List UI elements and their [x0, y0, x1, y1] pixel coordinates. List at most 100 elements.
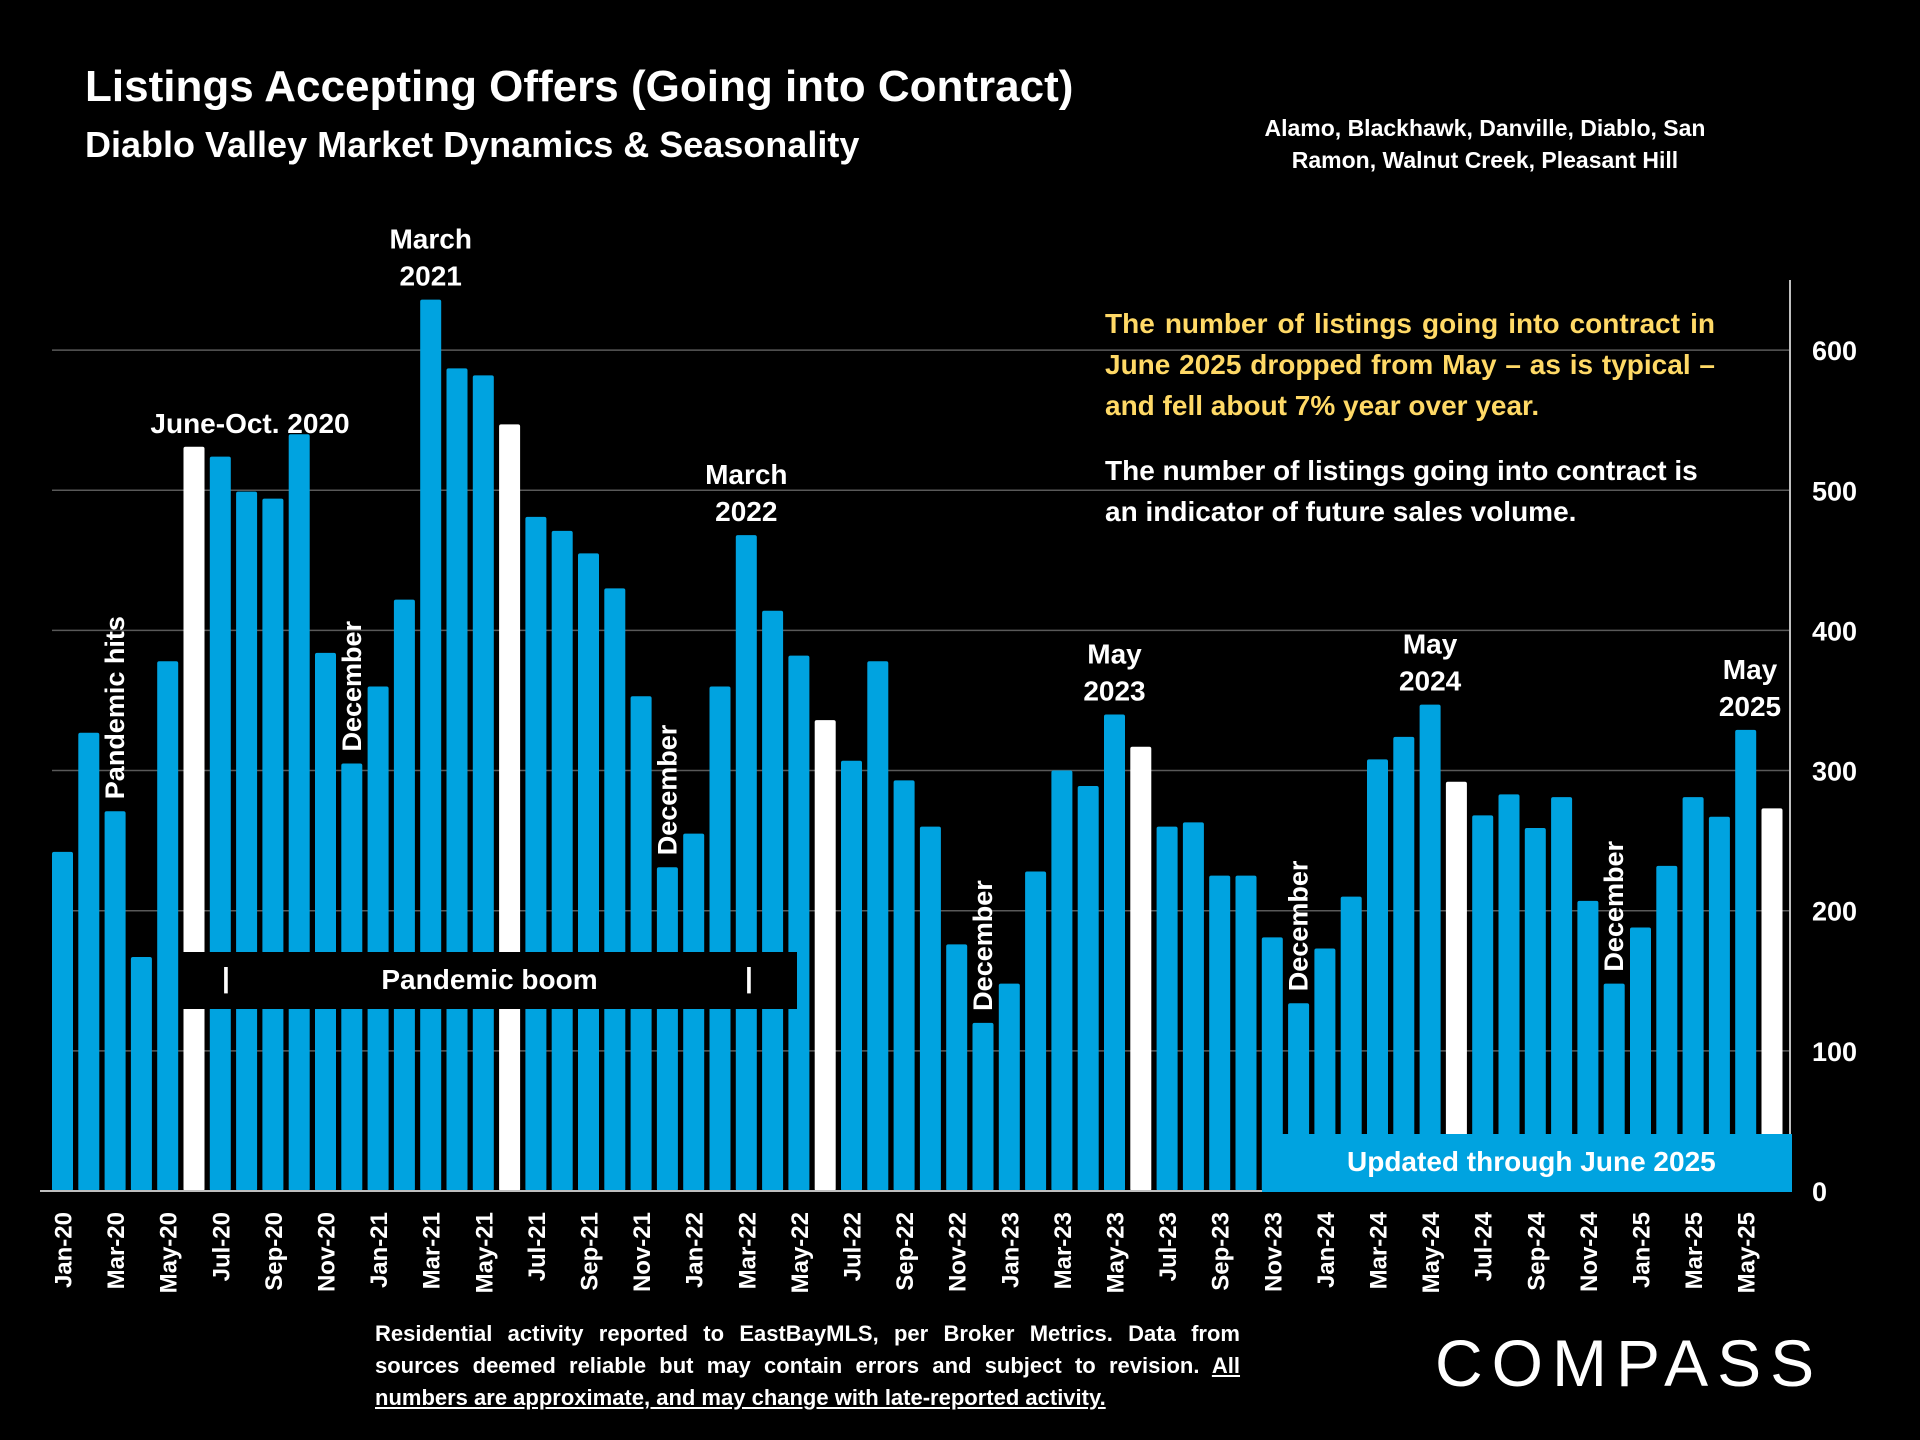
annotation: June-Oct. 2020 [150, 408, 349, 439]
bar-Feb-20 [78, 732, 100, 1191]
x-tick-label: May-22 [787, 1212, 814, 1293]
x-tick-label: Sep-21 [577, 1212, 604, 1291]
x-tick-label: Jan-24 [1313, 1211, 1340, 1288]
x-tick-label: Sep-22 [892, 1212, 919, 1291]
bar-May-22 [788, 655, 810, 1191]
bar-Jul-24 [1472, 815, 1494, 1191]
x-tick-label: Nov-20 [314, 1212, 341, 1292]
x-tick-label: Mar-20 [103, 1212, 130, 1289]
region-list: Alamo, Blackhawk, Danville, Diablo, San … [1264, 115, 1706, 173]
annotations: Pandemic hits June-Oct. 2020 December March… [100, 224, 1781, 1011]
x-tick-label: Jul-23 [1155, 1212, 1182, 1281]
bar-Apr-22 [762, 610, 784, 1191]
bar-Aug-20 [236, 491, 258, 1191]
y-tick-labels: 0 100 200 300 400 500 600 [1812, 336, 1857, 1207]
bar-May-23 [1104, 714, 1125, 1191]
bar-Sep-22 [893, 780, 915, 1191]
updated-banner: Updated through June 2025 [1262, 1134, 1792, 1192]
footnote: Residential activity reported to EastBay… [375, 1318, 1240, 1414]
bar-Mar-21 [420, 299, 442, 1191]
bar-May-20 [157, 661, 179, 1191]
bar-Dec-22 [972, 1022, 994, 1191]
footnote-underlined: All numbers are approximate, and may cha… [375, 1353, 1241, 1410]
x-tick-label: Sep-23 [1208, 1212, 1235, 1291]
x-tick-label: Jan-22 [682, 1212, 709, 1288]
bar-Sep-20 [262, 498, 284, 1191]
bar-Feb-25 [1656, 865, 1678, 1191]
bar-Aug-24 [1498, 794, 1520, 1191]
bar-Feb-22 [709, 686, 731, 1191]
bar-Aug-21 [551, 530, 573, 1191]
bar-Jun-20 [183, 446, 205, 1192]
bar-May-21 [472, 375, 494, 1191]
bar-Jun-21 [499, 424, 521, 1191]
x-tick-label: Jul-20 [208, 1212, 235, 1281]
y-tick-label: 600 [1812, 336, 1857, 366]
x-tick-label: Sep-20 [261, 1212, 288, 1291]
bar-Nov-24 [1577, 900, 1599, 1191]
bar-Feb-24 [1340, 896, 1362, 1191]
y-tick-label: 400 [1812, 616, 1857, 646]
bar-Aug-23 [1182, 822, 1204, 1191]
bar-Oct-22 [919, 826, 941, 1191]
x-tick-labels: Jan-20 Mar-20 May-20 Jul-20 Sep-20 Nov-20 Jan-… [51, 1211, 1761, 1293]
bar-Jan-21 [367, 686, 389, 1191]
annotation: Pandemic hits [100, 616, 130, 799]
bar-Mar-23 [1051, 770, 1073, 1191]
bar-Jan-20 [52, 851, 73, 1191]
bar-Jul-23 [1156, 826, 1178, 1191]
y-tick-label: 300 [1812, 757, 1857, 787]
x-tick-label: Mar-23 [1050, 1212, 1077, 1289]
bar-Mar-22 [735, 535, 757, 1191]
bar-Jul-22 [841, 760, 862, 1191]
bar-Apr-21 [446, 368, 468, 1192]
note-yellow: The number of listings going into contra… [1105, 308, 1715, 421]
bar-Sep-23 [1209, 875, 1231, 1191]
bar-Mar-25 [1682, 797, 1704, 1191]
annotation: May 2024 [1399, 629, 1462, 697]
bar-Jan-24 [1314, 948, 1336, 1191]
bar-Oct-23 [1235, 875, 1257, 1191]
bar-Jan-25 [1630, 927, 1651, 1191]
annotation: December [337, 620, 367, 751]
bar-Jun-23 [1130, 746, 1152, 1191]
bar-Oct-24 [1551, 797, 1573, 1191]
x-tick-label: Jul-24 [1471, 1211, 1498, 1281]
annotation: March 2021 [389, 224, 471, 292]
y-tick-label: 200 [1812, 897, 1857, 927]
annotation: May 2025 [1719, 654, 1781, 722]
y-tick-label: 500 [1812, 476, 1857, 506]
annotation: March 2022 [705, 459, 787, 527]
bar-Jun-24 [1445, 781, 1467, 1191]
bar-Apr-25 [1708, 816, 1730, 1191]
bar-Feb-23 [1025, 871, 1047, 1191]
bar-Sep-24 [1524, 828, 1546, 1191]
y-tick-label: 100 [1812, 1037, 1857, 1067]
x-tick-label: Mar-22 [734, 1212, 761, 1289]
x-tick-label: May-23 [1103, 1212, 1130, 1293]
x-tick-label: Mar-25 [1681, 1212, 1708, 1289]
bar-Dec-21 [656, 867, 678, 1191]
bars [52, 299, 1783, 1192]
bar-Jul-20 [209, 456, 231, 1191]
x-tick-label: May-25 [1734, 1212, 1761, 1293]
annotation: December [968, 880, 998, 1011]
bar-Nov-23 [1261, 937, 1283, 1191]
bar-Nov-21 [630, 696, 652, 1191]
bar-Jun-22 [814, 720, 836, 1191]
bar-Jan-23 [998, 983, 1020, 1191]
bar-Apr-23 [1077, 785, 1099, 1191]
x-tick-label: May-21 [471, 1212, 498, 1293]
x-tick-label: Nov-24 [1576, 1211, 1603, 1292]
annotation: December [1599, 841, 1629, 972]
footnote-text: Residential activity reported to EastBay… [375, 1321, 1240, 1378]
x-tick-label: Jul-22 [840, 1212, 867, 1281]
x-tick-label: Nov-21 [629, 1212, 656, 1292]
bar-May-25 [1735, 729, 1757, 1191]
bar-Jun-25 [1761, 808, 1783, 1191]
boom-end-marker: | [745, 962, 753, 993]
x-tick-label: Jul-21 [524, 1212, 551, 1281]
compass-logo: COMPASS [1435, 1326, 1824, 1400]
annotation: December [652, 724, 682, 855]
